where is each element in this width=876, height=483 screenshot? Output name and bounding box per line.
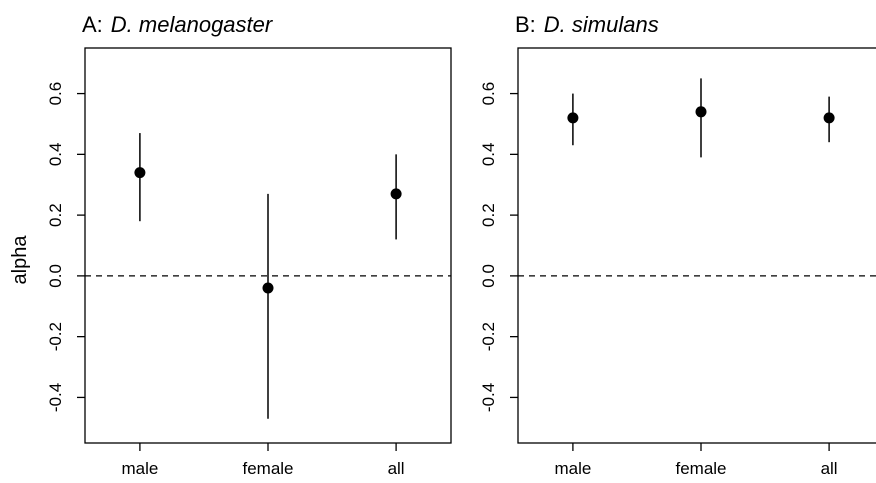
panel-b-title: B: D. simulans [515,12,659,37]
panel-a-title-prefix: A: [82,12,103,37]
panel-a-title: A: D. melanogaster [82,12,274,37]
panel-a-y-tick-label: 0.6 [46,82,65,106]
panel-b-x-tick-label: male [554,459,591,478]
panel-b-title-species: D. simulans [544,12,659,37]
panel-b-y-tick-label: 0.2 [479,203,498,227]
panel-b-point-male [567,112,579,124]
panel-a-y-tick-label: -0.2 [46,322,65,351]
panel-a-y-tick-label: 0.2 [46,203,65,227]
panel-b-point-all [823,112,835,124]
panel-b: B: D. simulans -0.4 -0.2 0.0 0.2 0.4 0.6 male fe… [479,12,876,478]
panel-a-x-tick-label: all [388,459,405,478]
panel-a-y-tick-label: -0.4 [46,383,65,412]
panel-b-point-female [695,106,707,118]
panel-a-x-tick-label: male [121,459,158,478]
panel-b-y-tick-label: -0.2 [479,322,498,351]
panel-a-y-tick-label: 0.4 [46,143,65,167]
panel-a-x-tick-label: female [242,459,293,478]
panel-b-frame [517,47,876,444]
panel-a-point-female [262,282,274,294]
panel-a-y-tick-label: 0.0 [46,264,65,288]
panel-b-y-tick-label: 0.0 [479,264,498,288]
y-axis-title: alpha [9,235,31,285]
panel-a-point-all [390,188,402,200]
panel-b-y-tick-label: -0.4 [479,383,498,412]
panel-b-title-prefix: B: [515,12,536,37]
panel-b-y-tick-label: 0.6 [479,82,498,106]
panel-b-y-tick-label: 0.4 [479,143,498,167]
panel-b-x-tick-label: all [821,459,838,478]
panel-a-point-male [134,167,146,179]
panel-a-title-species: D. melanogaster [111,12,274,37]
panel-a: A: D. melanogaster alpha -0.4 -0.2 0.0 0.2 0.… [9,12,452,478]
panel-b-x-tick-label: female [675,459,726,478]
